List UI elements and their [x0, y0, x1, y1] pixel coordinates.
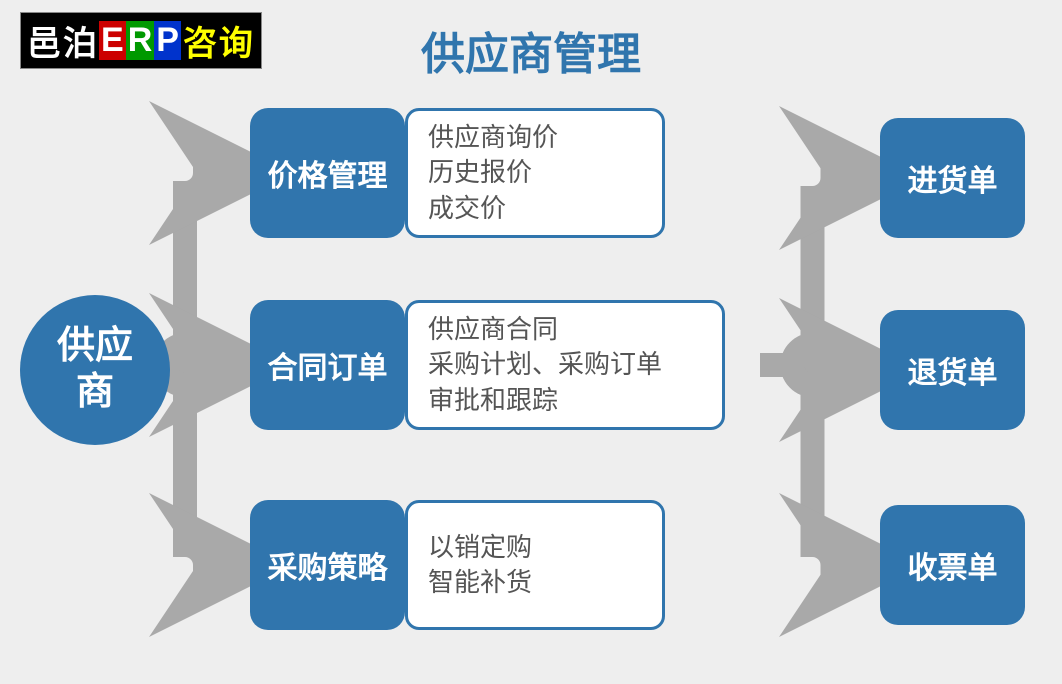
detail-line: 供应商询价	[428, 120, 642, 155]
detail-line: 智能补货	[428, 565, 642, 600]
logo-prefix: 邑泊	[27, 16, 99, 65]
supplier-label: 供应商	[57, 324, 133, 415]
module-price-detail: 供应商询价历史报价成交价	[405, 108, 665, 238]
logo-suffix: 咨询	[183, 16, 255, 65]
output-receipt: 收票单	[880, 505, 1025, 625]
output-inbound: 进货单	[880, 118, 1025, 238]
detail-line: 审批和跟踪	[428, 383, 702, 418]
page-title: 供应商管理	[421, 18, 641, 82]
module-strategy: 采购策略	[250, 500, 405, 630]
supplier-node: 供应商	[20, 295, 170, 445]
detail-line: 采购计划、采购订单	[428, 347, 702, 382]
module-strategy-detail: 以销定购智能补货	[405, 500, 665, 630]
module-price: 价格管理	[250, 108, 405, 238]
logo-r: R	[126, 21, 155, 60]
logo-e: E	[99, 21, 126, 60]
output-return: 退货单	[880, 310, 1025, 430]
detail-line: 以销定购	[428, 530, 642, 565]
detail-line: 历史报价	[428, 155, 642, 190]
logo: 邑泊 E R P 咨询	[20, 12, 262, 69]
logo-p: P	[154, 21, 181, 60]
detail-line: 供应商合同	[428, 312, 702, 347]
detail-line: 成交价	[428, 191, 642, 226]
module-contract: 合同订单	[250, 300, 405, 430]
module-contract-detail: 供应商合同采购计划、采购订单审批和跟踪	[405, 300, 725, 430]
